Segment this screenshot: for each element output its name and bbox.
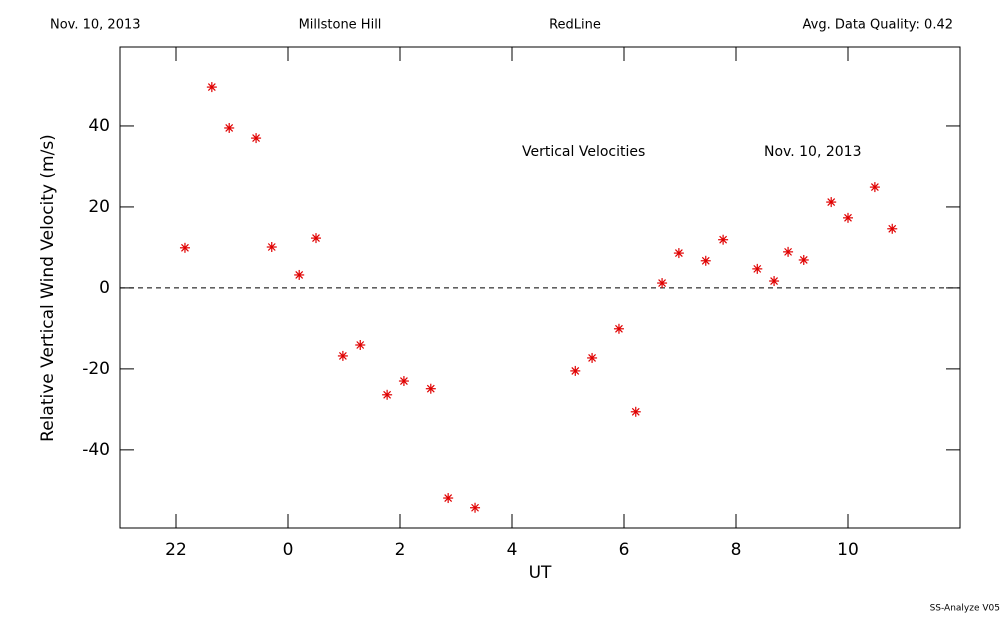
point-stroke	[571, 366, 580, 375]
point-stroke	[719, 235, 728, 244]
x-tick-label: 6	[619, 540, 630, 560]
header-line: RedLine	[549, 18, 601, 33]
point-stroke	[827, 198, 836, 206]
point-stroke	[784, 247, 793, 256]
annotation: Nov. 10, 2013	[764, 144, 861, 160]
point-stroke	[674, 249, 683, 258]
y-tick-label: -40	[82, 440, 110, 460]
y-tick-label: 20	[88, 197, 110, 217]
point	[382, 389, 393, 400]
y-tick-label: 40	[88, 116, 110, 136]
y-axis-label: Relative Vertical Wind Velocity (m/s)	[38, 134, 58, 442]
point	[657, 278, 668, 289]
point	[470, 502, 481, 513]
header-site: Millstone Hill	[299, 18, 382, 33]
point-stroke	[295, 271, 304, 279]
point	[224, 122, 235, 133]
point-stroke	[383, 390, 392, 399]
point-stroke	[753, 264, 762, 273]
point	[443, 493, 454, 504]
point	[700, 255, 711, 266]
point-stroke	[267, 243, 276, 251]
point	[179, 242, 190, 253]
header-quality: Avg. Data Quality: 0.42	[803, 18, 953, 33]
x-tick-label: 22	[165, 540, 187, 560]
point-stroke	[701, 256, 710, 265]
point-stroke	[799, 256, 808, 264]
point-stroke	[588, 354, 597, 362]
point	[294, 269, 305, 280]
point	[630, 406, 641, 417]
point-stroke	[312, 234, 320, 243]
point-stroke	[888, 224, 897, 233]
x-tick-label: 2	[395, 540, 406, 560]
point-stroke	[225, 124, 234, 132]
point-stroke	[252, 134, 261, 143]
point	[887, 223, 898, 234]
point-stroke	[338, 352, 347, 360]
annotation: Vertical Velocities	[522, 144, 645, 160]
y-tick-label: -20	[82, 359, 110, 379]
x-tick-label: 10	[837, 540, 859, 560]
point	[251, 133, 262, 144]
x-tick-label: 8	[731, 540, 742, 560]
point	[587, 352, 598, 363]
y-tick-label: 0	[99, 278, 110, 298]
point-stroke	[181, 243, 189, 252]
point	[355, 339, 366, 350]
x-tick-label: 0	[283, 540, 294, 560]
point	[673, 248, 684, 259]
point	[337, 350, 348, 361]
x-tick-label: 4	[507, 540, 518, 560]
point	[752, 263, 763, 274]
point-stroke	[426, 384, 435, 393]
x-axis-label: UT	[529, 563, 552, 583]
point-stroke	[399, 377, 408, 385]
point-stroke	[770, 277, 779, 285]
point-stroke	[444, 494, 453, 502]
point	[783, 246, 794, 257]
footer: SS-Analyze V05	[930, 604, 1000, 614]
point-stroke	[658, 279, 667, 287]
point	[826, 197, 837, 208]
point-stroke	[207, 83, 216, 92]
point-stroke	[356, 341, 365, 349]
point	[425, 383, 436, 394]
point	[798, 254, 809, 265]
point	[206, 82, 217, 93]
point	[843, 212, 853, 223]
point-stroke	[870, 183, 879, 192]
point	[398, 376, 409, 387]
point	[869, 182, 880, 193]
point	[769, 276, 780, 287]
point-stroke	[631, 407, 640, 416]
point	[311, 233, 321, 244]
point	[613, 323, 624, 334]
point-stroke	[471, 503, 479, 512]
point-stroke	[844, 213, 852, 222]
point	[570, 365, 581, 376]
point	[718, 234, 729, 245]
point-stroke	[615, 324, 623, 333]
header-date: Nov. 10, 2013	[50, 18, 141, 33]
point	[266, 242, 277, 253]
